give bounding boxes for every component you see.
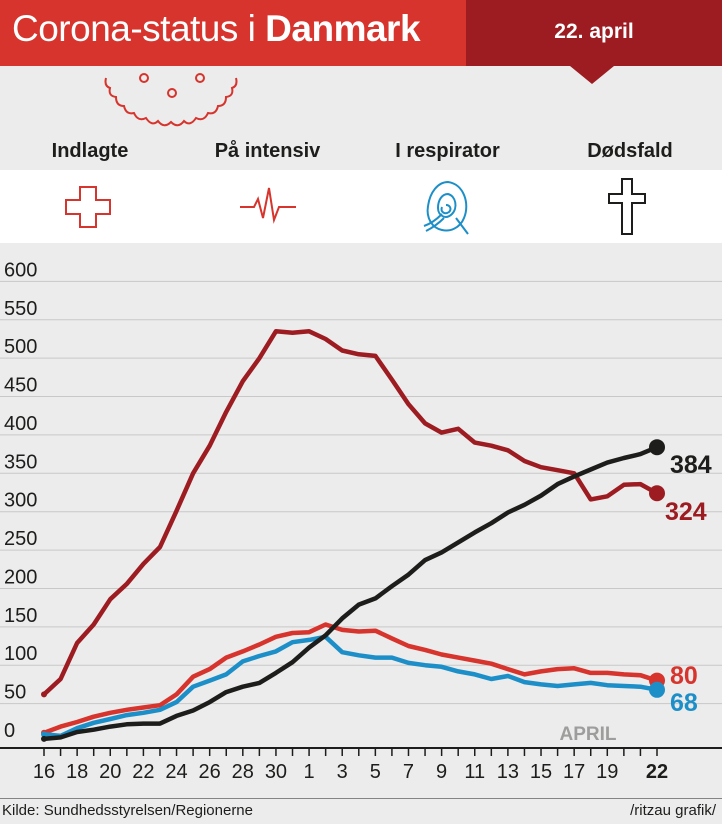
series-start-marker — [41, 731, 47, 738]
x-tick-label: 3 — [337, 761, 348, 783]
y-tick-label: 550 — [4, 298, 37, 320]
x-axis: 16 18 20 22 24 26 28 30 1 3 5 7 9 11 13 15 17 19 22 — [0, 747, 722, 799]
credit-note: /ritzau grafik/ — [630, 802, 716, 819]
y-tick-label: 300 — [4, 490, 37, 512]
series-end-marker — [649, 681, 665, 698]
x-tick-label: 28 — [232, 761, 254, 783]
x-tick-label: 20 — [99, 761, 121, 783]
x-tick-label: 5 — [370, 761, 381, 783]
medical-cross-icon — [65, 186, 111, 228]
x-tick-label: 17 — [563, 761, 585, 783]
series-end-marker — [649, 439, 665, 456]
y-tick-label: 200 — [4, 566, 37, 588]
y-tick-label: 150 — [4, 605, 37, 627]
title-bold: Danmark — [265, 8, 421, 49]
date-label: 22. april — [554, 20, 634, 43]
y-tick-label: 400 — [4, 413, 37, 435]
heartbeat-icon — [240, 187, 296, 224]
x-tick-label: 30 — [265, 761, 287, 783]
y-tick-label: 50 — [4, 682, 26, 704]
x-tick-label: 19 — [596, 761, 618, 783]
x-tick-label: 22 — [132, 761, 154, 783]
x-tick-label: 22 — [646, 761, 668, 783]
y-tick-label: 450 — [4, 375, 37, 397]
series-line — [41, 634, 660, 739]
x-tick-label: 16 — [33, 761, 55, 783]
series-end-label: 384 — [670, 451, 712, 479]
date-banner: 22. april — [466, 0, 722, 66]
series-end-label: 324 — [665, 498, 707, 526]
x-tick-label: 15 — [530, 761, 552, 783]
virus-icon — [104, 73, 238, 127]
line-chart: 0 50 100 150 200 250 300 350 400 450 500 550 600 16 1… — [0, 259, 722, 799]
y-tick-label: 100 — [4, 643, 37, 665]
latin-cross-icon — [608, 178, 646, 235]
y-tick-label: 600 — [4, 259, 37, 281]
header: Corona-status i Danmark 22. april — [0, 0, 722, 66]
series-end-marker — [649, 485, 665, 502]
x-tick-label: 26 — [199, 761, 221, 783]
x-tick-label: 24 — [165, 761, 187, 783]
title-light: Corona-status i — [12, 8, 266, 49]
respirator-icon — [423, 180, 469, 235]
y-tick-label: 500 — [4, 336, 37, 358]
x-tick-label: 7 — [403, 761, 414, 783]
x-tick-label: 18 — [66, 761, 88, 783]
series-end-label: 68 — [670, 689, 698, 717]
month-label: APRIL — [560, 724, 617, 745]
category-label-dodsfald: Dødsfald — [587, 140, 673, 162]
series-start-marker — [41, 691, 47, 698]
x-tick-label: 13 — [497, 761, 519, 783]
y-axis-labels: 0 50 100 150 200 250 300 350 400 450 500 550 600 — [4, 259, 37, 742]
date-pointer-arrow — [570, 66, 614, 84]
source-note: Kilde: Sundhedsstyrelsen/Regionerne — [2, 802, 253, 819]
x-axis-band — [0, 749, 722, 799]
chart-series — [41, 329, 665, 742]
x-tick-label: 9 — [436, 761, 447, 783]
page-title: Corona-status i Danmark — [12, 8, 421, 50]
series-line — [41, 444, 660, 742]
series-line — [41, 329, 660, 697]
category-label-intensiv: På intensiv — [214, 140, 321, 162]
series-line — [41, 622, 660, 736]
category-label-respirator: I respirator — [395, 140, 500, 162]
icon-band — [0, 170, 722, 243]
y-tick-label: 0 — [4, 720, 15, 742]
category-label-indlagte: Indlagte — [51, 140, 129, 162]
x-tick-label: 1 — [304, 761, 315, 783]
y-tick-label: 350 — [4, 451, 37, 473]
chart-grid — [0, 280, 722, 705]
series-end-label: 80 — [670, 662, 698, 690]
x-tick-label: 11 — [464, 761, 485, 783]
series-start-marker — [41, 735, 47, 742]
title-banner: Corona-status i Danmark — [0, 0, 466, 66]
y-tick-label: 250 — [4, 528, 37, 550]
